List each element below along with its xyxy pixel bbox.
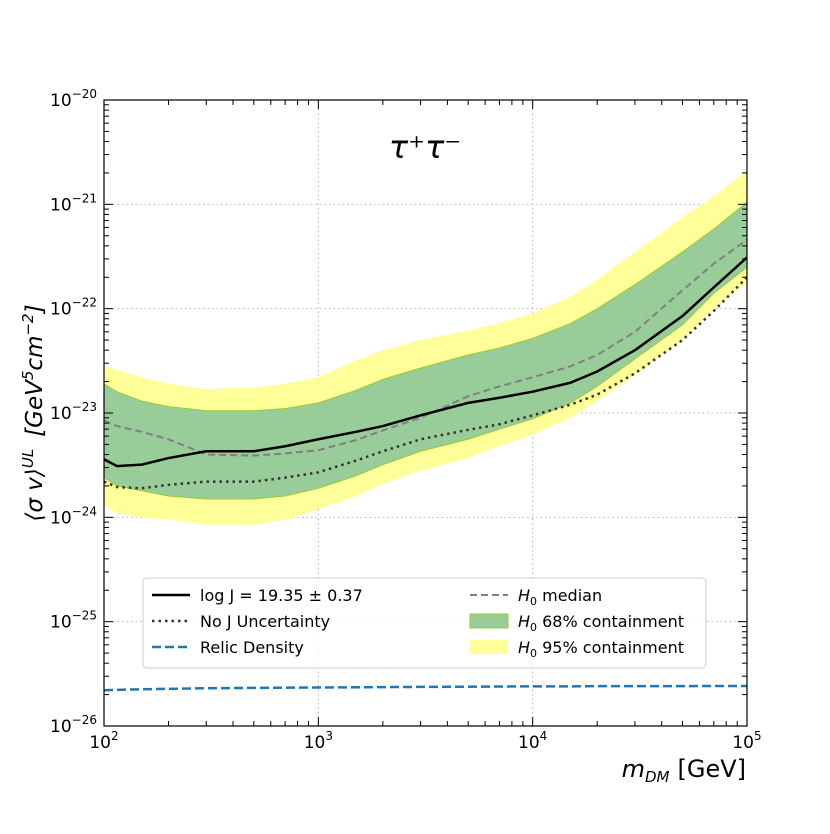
legend-dotted-label: No J Uncertainty (200, 612, 330, 631)
axis-ticks (103, 99, 748, 727)
series-h0-median (104, 238, 747, 457)
x-tick-label: 103 (304, 729, 333, 753)
x-axis-label: mDM [GeV] (622, 755, 746, 786)
legend-68-label: H0 68% containment (518, 612, 684, 634)
y-tick-label: 10−22 (50, 296, 97, 320)
channel-annotation: τ⁺τ⁻ (389, 128, 461, 166)
legend-solid-label: log J = 19.35 ± 0.37 (200, 586, 363, 605)
legend-95-label: H0 95% containment (518, 638, 684, 660)
band-68-containment (104, 201, 747, 500)
y-tick-label: 10−20 (50, 87, 97, 111)
legend-relic-label: Relic Density (200, 638, 304, 657)
x-tick-label: 104 (518, 729, 547, 753)
series-no-j-uncertainty (104, 276, 747, 490)
y-tick-label: 10−24 (50, 504, 97, 528)
axis-tick-labels: 102 103 104 105 10−26 10−25 10−24 10−23 10−22 10−… (50, 87, 762, 753)
series-log-j-19-35-0-37 (104, 256, 747, 468)
legend-95-swatch (470, 640, 508, 654)
y-tick-label: 10−26 (50, 713, 97, 737)
y-tick-label: 10−21 (50, 191, 97, 215)
y-tick-label: 10−23 (50, 400, 97, 424)
y-axis-label: ⟨σ v⟩UL[GeV5cm−2] (19, 304, 48, 521)
legend-median-label: H0 median (518, 586, 602, 608)
y-tick-label: 10−25 (50, 609, 97, 633)
plot-data-layer (104, 170, 747, 692)
series-relic-density (104, 684, 747, 692)
legend-box (142, 577, 707, 669)
legend: log J = 19.35 ± 0.37 No J Uncertainty Re… (142, 577, 707, 669)
x-tick-label: 102 (89, 729, 118, 753)
legend-68-swatch (469, 613, 509, 629)
x-tick-label: 105 (732, 729, 761, 753)
